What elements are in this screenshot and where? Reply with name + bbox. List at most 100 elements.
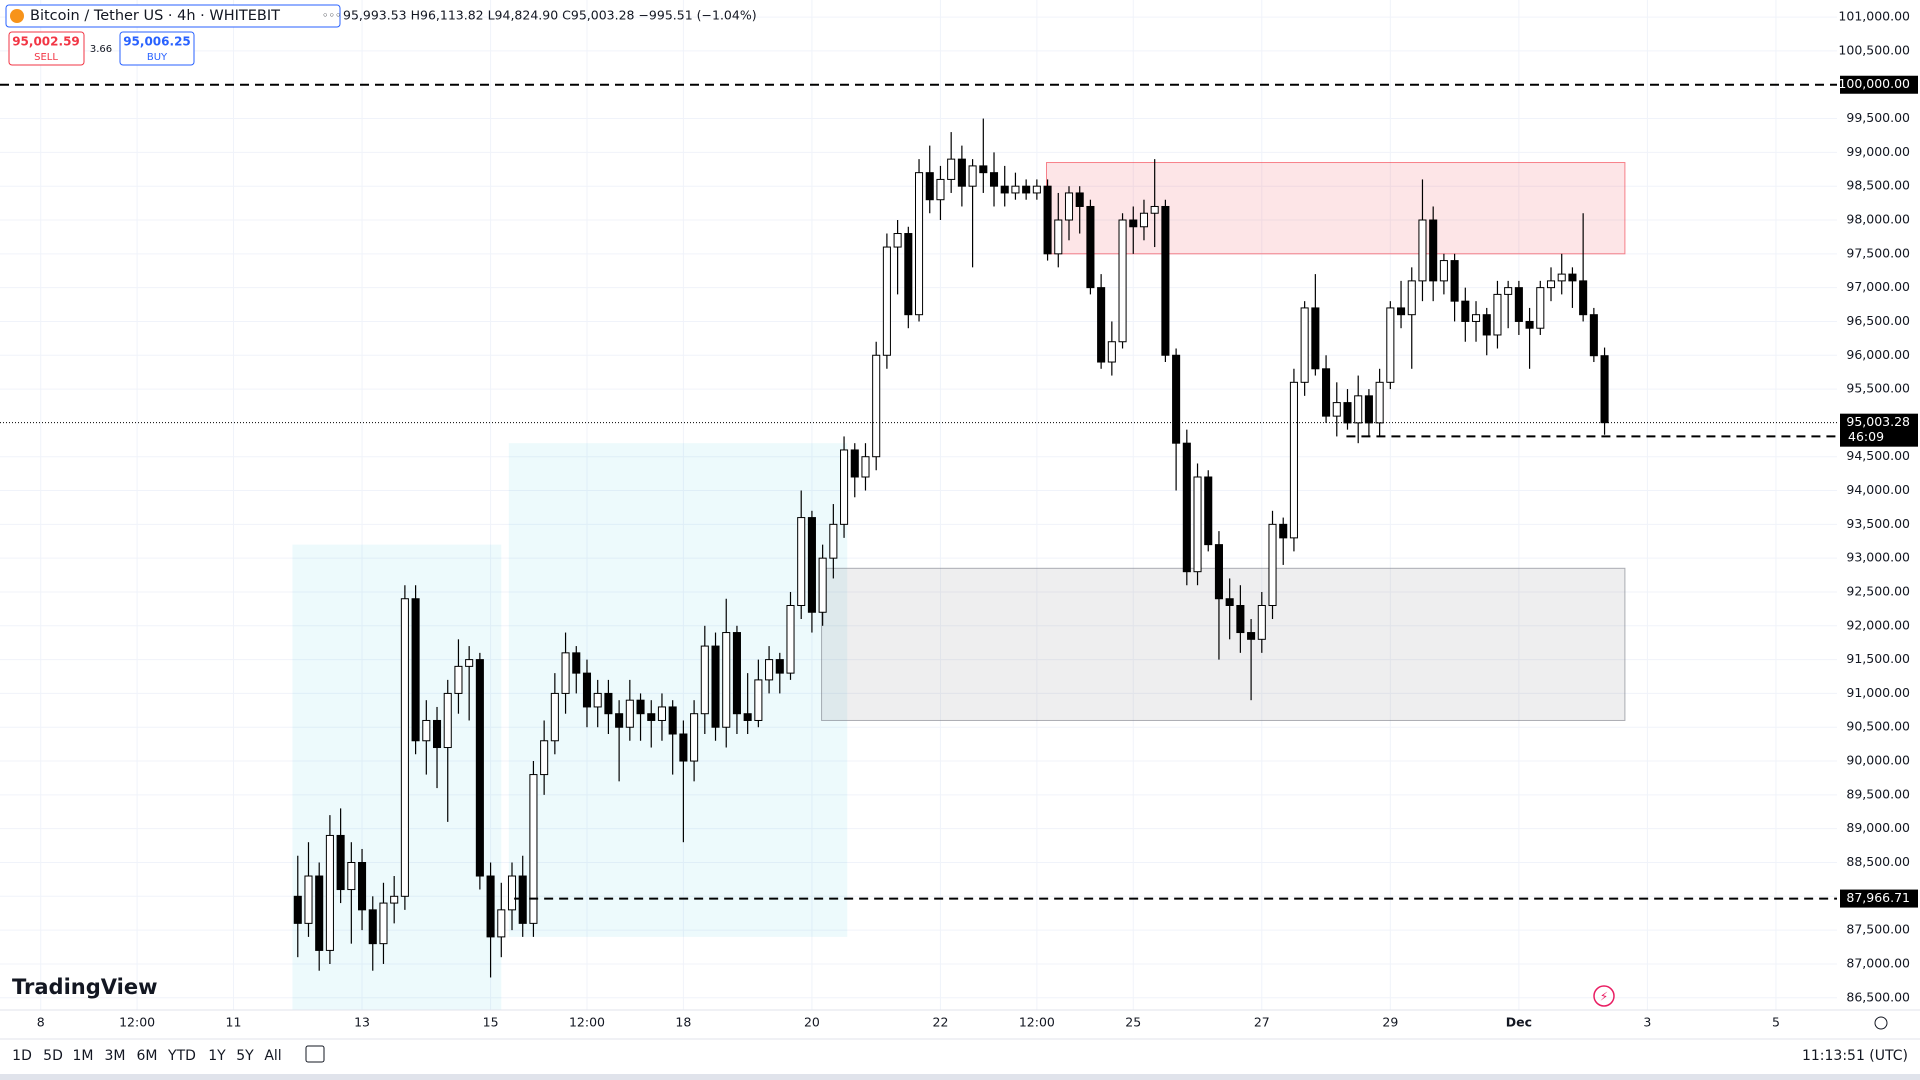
x-tick-label: Dec bbox=[1506, 1015, 1532, 1030]
candle-body bbox=[1214, 544, 1223, 600]
candle-body bbox=[893, 233, 902, 248]
candle-body bbox=[1064, 192, 1074, 221]
sell-button[interactable] bbox=[8, 31, 85, 66]
axes: 86,500.0087,000.0087,500.0088,000.0088,5… bbox=[37, 9, 1918, 1030]
date-range-icon[interactable] bbox=[305, 1045, 325, 1063]
candle-body bbox=[486, 875, 495, 938]
candle-body bbox=[1247, 632, 1256, 640]
candle-body bbox=[1257, 604, 1266, 640]
candle-body bbox=[1322, 368, 1331, 417]
candle-body bbox=[732, 632, 741, 715]
candle-body bbox=[1332, 402, 1341, 417]
candle-body bbox=[1461, 300, 1470, 322]
candle-body bbox=[1418, 219, 1427, 282]
candle-body bbox=[1600, 355, 1609, 424]
volume-profile-area bbox=[292, 544, 502, 1010]
candle-body bbox=[550, 692, 559, 742]
alert-glyph: ⚡ bbox=[1600, 990, 1608, 1004]
y-tick-label: 96,000.00 bbox=[1846, 347, 1910, 362]
sell-price: 95,002.59 bbox=[12, 35, 80, 49]
candle-body bbox=[1471, 314, 1481, 322]
candle-body bbox=[572, 652, 581, 674]
candle-body bbox=[872, 354, 881, 458]
candle-body bbox=[465, 659, 474, 667]
candle-body bbox=[1364, 395, 1373, 424]
countdown: 46:09 bbox=[1848, 429, 1884, 444]
candle-body bbox=[775, 659, 784, 674]
alert-icon[interactable] bbox=[1593, 985, 1615, 1007]
range-button[interactable]: YTD bbox=[167, 1048, 196, 1064]
candle-body bbox=[1311, 307, 1320, 370]
y-tick-label: 91,500.00 bbox=[1846, 651, 1910, 666]
candle-body bbox=[850, 449, 859, 478]
zone bbox=[821, 567, 1626, 721]
candle-body bbox=[807, 517, 816, 613]
buy-price: 95,006.25 bbox=[123, 35, 191, 49]
candle-body bbox=[968, 165, 977, 187]
candle-body bbox=[936, 178, 945, 201]
symbol-menu-icon[interactable]: ◦◦◦ bbox=[322, 9, 341, 22]
candle-body bbox=[1589, 314, 1598, 357]
y-tick-label: 90,500.00 bbox=[1846, 719, 1910, 734]
candle-body bbox=[636, 699, 645, 715]
candle-body bbox=[657, 706, 666, 721]
candle-body bbox=[400, 598, 409, 897]
candle-body bbox=[1139, 212, 1149, 228]
candle-body bbox=[1032, 185, 1041, 194]
y-tick-label: 90,000.00 bbox=[1846, 753, 1910, 768]
bottom-strip bbox=[0, 1074, 1920, 1080]
x-tick-label: 20 bbox=[804, 1015, 820, 1030]
y-tick-label: 93,500.00 bbox=[1846, 516, 1910, 531]
range-button[interactable]: All bbox=[264, 1048, 281, 1064]
candle-body bbox=[647, 713, 656, 721]
y-tick-label: 88,500.00 bbox=[1846, 854, 1910, 869]
candle-body bbox=[1225, 598, 1234, 606]
candle-body bbox=[882, 246, 891, 356]
candle-body bbox=[1107, 341, 1116, 363]
candle-body bbox=[1407, 280, 1416, 316]
candle-body bbox=[925, 172, 934, 201]
range-button[interactable]: 1Y bbox=[208, 1048, 226, 1064]
candle-body bbox=[1482, 314, 1491, 336]
candle-body bbox=[432, 719, 442, 749]
candle-body bbox=[615, 713, 624, 728]
candle-body bbox=[1129, 219, 1138, 228]
candle-body bbox=[379, 902, 388, 945]
candle-body bbox=[1343, 402, 1352, 424]
candle-body bbox=[1086, 205, 1095, 289]
candle-body bbox=[443, 692, 452, 749]
y-tick-label: 100,500.00 bbox=[1838, 42, 1910, 57]
candle-body bbox=[690, 713, 699, 762]
candle-body bbox=[497, 909, 506, 938]
volume-profile-area bbox=[508, 443, 848, 937]
clock: 11:13:51 (UTC) bbox=[1802, 1048, 1908, 1064]
candle-body bbox=[1504, 287, 1513, 295]
candle-body bbox=[797, 517, 806, 606]
y-tick-label: 87,000.00 bbox=[1846, 955, 1910, 970]
candle-body bbox=[518, 875, 527, 924]
candle-body bbox=[1568, 273, 1577, 282]
buy-button[interactable] bbox=[119, 31, 195, 66]
candle-body bbox=[722, 632, 731, 728]
range-button[interactable]: 3M bbox=[105, 1048, 126, 1064]
candle-body bbox=[840, 449, 849, 525]
range-button[interactable]: 5D bbox=[43, 1048, 63, 1064]
settings-icon[interactable] bbox=[1874, 1016, 1888, 1030]
candle-body bbox=[1536, 287, 1545, 329]
range-button[interactable]: 5Y bbox=[236, 1048, 254, 1064]
candle-body bbox=[368, 909, 377, 945]
range-button[interactable]: 6M bbox=[137, 1048, 158, 1064]
candle-body bbox=[540, 740, 549, 776]
range-button[interactable]: 1M bbox=[73, 1048, 94, 1064]
ohlc-legend: 95,993.53 H96,113.82 L94,824.90 C95,003.… bbox=[343, 8, 757, 23]
symbol-box[interactable] bbox=[5, 4, 341, 28]
candle-body bbox=[1097, 287, 1106, 363]
candle-body bbox=[947, 158, 956, 180]
candle-body bbox=[711, 645, 720, 728]
zone bbox=[1046, 162, 1626, 255]
candle-body bbox=[1150, 205, 1159, 214]
range-button[interactable]: 1D bbox=[12, 1048, 32, 1064]
candle-body bbox=[1354, 395, 1363, 424]
y-tick-label: 97,500.00 bbox=[1846, 245, 1910, 260]
y-tick-label: 87,500.00 bbox=[1846, 922, 1910, 937]
